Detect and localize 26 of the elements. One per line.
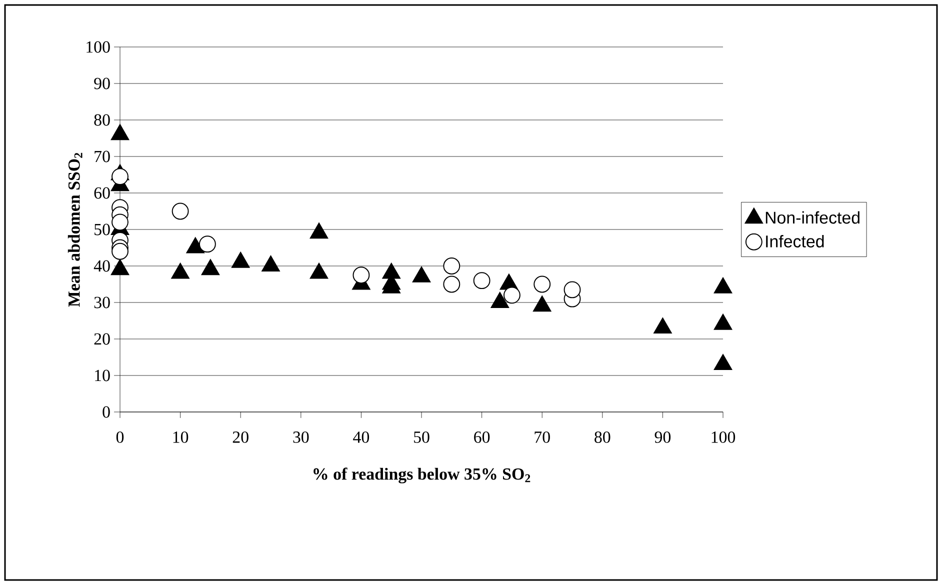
x-axis-title: % of readings below 35% SO$_{2}$ [314,468,530,484]
x-tick-label: 60 [474,431,490,443]
y-tick-label: 20 [94,333,110,345]
x-tick-label: 80 [594,431,610,443]
x-tick-label: 70 [534,431,550,443]
y-tick-label: 90 [94,78,110,90]
y-tick-label: 50 [94,224,110,236]
y-tick-label: 80 [94,114,110,126]
x-tick-label: 0 [116,431,124,443]
x-tick-label: 20 [232,431,248,443]
x-tick-label: 30 [293,431,309,443]
y-tick-label: 30 [94,296,110,308]
x-tick-label: 10 [173,431,188,443]
y-tick-label: 70 [94,150,110,162]
y-axis-title: Mean abdomen SSO$_{2}$ [68,152,82,307]
legend-label: Non-infected [766,211,860,224]
legend-label: Infected [766,235,824,248]
x-tick-label: 50 [414,431,430,443]
x-tick-label: 100 [712,431,736,443]
x-tick-label: 40 [353,431,370,443]
y-tick-label: 100 [86,41,110,53]
y-tick-label: 40 [94,260,110,272]
x-tick-label: 90 [654,431,671,443]
y-tick-label: 10 [95,370,110,382]
y-tick-label: 60 [94,187,110,199]
y-tick-label: 0 [102,406,110,418]
